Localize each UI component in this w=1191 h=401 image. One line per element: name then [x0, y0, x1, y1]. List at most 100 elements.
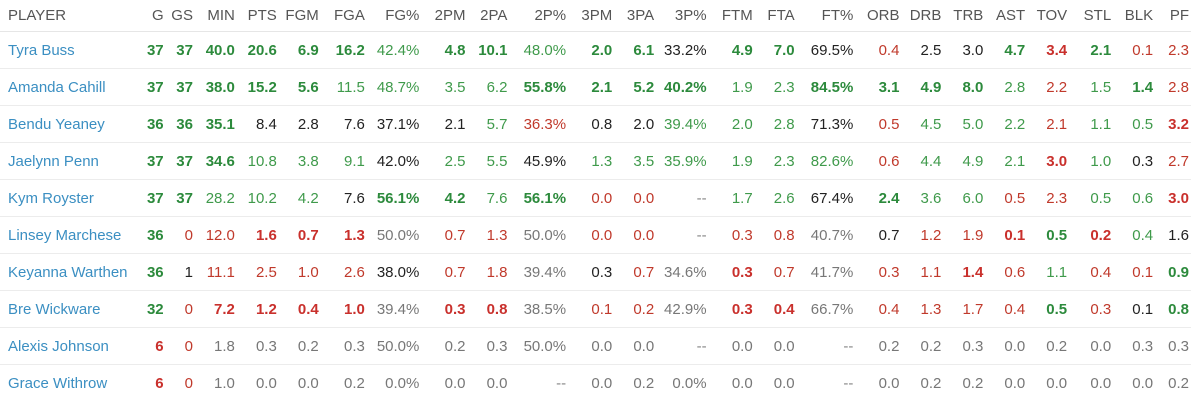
col-header-3p-pct[interactable]: 3P% [656, 0, 709, 32]
stat-cell-trb: 5.0 [943, 105, 986, 143]
col-header-fg-pct[interactable]: FG% [366, 0, 422, 32]
stat-cell-drb: 1.3 [901, 290, 944, 328]
stat-cell-tov: 2.3 [1027, 179, 1070, 217]
col-header-gs[interactable]: GS [165, 0, 195, 32]
col-header-stl[interactable]: STL [1069, 0, 1114, 32]
stat-cell-tov: 2.1 [1027, 105, 1070, 143]
stat-cell-blk: 0.1 [1113, 290, 1156, 328]
col-header-drb[interactable]: DRB [901, 0, 944, 32]
stat-cell-3pm: 1.3 [568, 142, 615, 180]
col-header-orb[interactable]: ORB [855, 0, 902, 32]
stat-cell-pf: 0.8 [1155, 290, 1191, 328]
stat-cell-min: 7.2 [194, 290, 237, 328]
stat-cell-3pm: 0.3 [568, 253, 615, 291]
stat-cell-blk: 0.6 [1113, 179, 1156, 217]
stat-cell-fga: 7.6 [320, 179, 367, 217]
stat-cell-fta: 2.3 [754, 142, 797, 180]
stat-cell-2pm: 4.2 [421, 179, 468, 217]
player-name-link[interactable]: Keyanna Warthen [8, 263, 128, 281]
col-header-fgm[interactable]: FGM [278, 0, 321, 32]
stat-cell-ast: 2.8 [985, 68, 1028, 106]
player-name-link[interactable]: Grace Withrow [8, 374, 108, 392]
stat-cell-gs: 37 [165, 179, 195, 217]
stat-cell-3pa: 0.2 [614, 364, 657, 401]
col-header-3pm[interactable]: 3PM [568, 0, 615, 32]
stat-cell-pf: 1.6 [1155, 216, 1191, 254]
stat-cell-fgm: 5.6 [278, 68, 321, 106]
col-header-trb[interactable]: TRB [943, 0, 986, 32]
col-header-player[interactable]: PLAYER [0, 0, 135, 32]
col-header-blk[interactable]: BLK [1113, 0, 1156, 32]
col-header-tov[interactable]: TOV [1027, 0, 1070, 32]
stat-cell-ft-pct: -- [796, 327, 856, 365]
stat-cell-3p-pct: 39.4% [656, 105, 709, 143]
col-header-g[interactable]: G [134, 0, 166, 32]
stat-cell-2p-pct: 45.9% [509, 142, 569, 180]
col-header-fga[interactable]: FGA [320, 0, 367, 32]
stat-cell-g: 36 [134, 105, 166, 143]
stat-cell-tov: 0.2 [1027, 327, 1070, 365]
stat-cell-2p-pct: 48.0% [509, 31, 569, 69]
stat-cell-drb: 2.5 [901, 31, 944, 69]
col-header-ftm[interactable]: FTM [708, 0, 755, 32]
col-header-2p-pct[interactable]: 2P% [509, 0, 569, 32]
col-header-3pa[interactable]: 3PA [614, 0, 657, 32]
stat-cell-trb: 0.3 [943, 327, 986, 365]
stat-cell-fga: 16.2 [320, 31, 367, 69]
stat-cell-drb: 1.2 [901, 216, 944, 254]
col-header-2pa[interactable]: 2PA [467, 0, 510, 32]
stat-cell-drb: 4.5 [901, 105, 944, 143]
stat-cell-fga: 7.6 [320, 105, 367, 143]
stat-cell-drb: 0.2 [901, 327, 944, 365]
stat-cell-ast: 0.0 [985, 364, 1028, 401]
stat-cell-min: 34.6 [194, 142, 237, 180]
stat-cell-ft-pct: 66.7% [796, 290, 856, 328]
stat-cell-pts: 10.8 [236, 142, 279, 180]
stat-cell-3pm: 0.0 [568, 364, 615, 401]
stat-cell-stl: 1.0 [1069, 142, 1114, 180]
stat-cell-pts: 2.5 [236, 253, 279, 291]
stat-cell-ftm: 0.3 [708, 216, 755, 254]
col-header-ast[interactable]: AST [985, 0, 1028, 32]
player-name-link[interactable]: Tyra Buss [8, 41, 75, 59]
stat-cell-fta: 2.8 [754, 105, 797, 143]
stat-cell-pts: 0.3 [236, 327, 279, 365]
col-header-min[interactable]: MIN [194, 0, 237, 32]
stat-cell-fta: 0.8 [754, 216, 797, 254]
stat-cell-pf: 2.3 [1155, 31, 1191, 69]
stat-cell-fta: 0.0 [754, 364, 797, 401]
stat-cell-ft-pct: 69.5% [796, 31, 856, 69]
stat-cell-min: 1.0 [194, 364, 237, 401]
stat-cell-fga: 0.3 [320, 327, 367, 365]
stat-cell-fg-pct: 39.4% [366, 290, 422, 328]
player-name-link[interactable]: Kym Royster [8, 189, 94, 207]
table-row: Linsey Marchese 36 0 12.0 1.6 0.7 1.3 50.0% 0.7 1… [0, 216, 1191, 254]
table-row: Bendu Yeaney 36 36 35.1 8.4 2.8 7.6 37.1% 2.1 5.7… [0, 105, 1191, 143]
player-name-link[interactable]: Amanda Cahill [8, 78, 106, 96]
player-name-link[interactable]: Bre Wickware [8, 300, 101, 318]
stat-cell-fta: 2.3 [754, 68, 797, 106]
stat-cell-ft-pct: 67.4% [796, 179, 856, 217]
stat-cell-ft-pct: 41.7% [796, 253, 856, 291]
stat-cell-ft-pct: 82.6% [796, 142, 856, 180]
stat-cell-min: 38.0 [194, 68, 237, 106]
table-row: Tyra Buss 37 37 40.0 20.6 6.9 16.2 42.4% 4.8 10.1… [0, 31, 1191, 69]
player-name-link[interactable]: Bendu Yeaney [8, 115, 105, 133]
col-header-ft-pct[interactable]: FT% [796, 0, 856, 32]
stat-cell-2pa: 10.1 [467, 31, 510, 69]
stat-cell-blk: 0.4 [1113, 216, 1156, 254]
player-name-link[interactable]: Jaelynn Penn [8, 152, 99, 170]
stat-cell-gs: 37 [165, 31, 195, 69]
stat-cell-3pa: 0.2 [614, 290, 657, 328]
stat-cell-fta: 0.7 [754, 253, 797, 291]
col-header-2pm[interactable]: 2PM [421, 0, 468, 32]
col-header-pf[interactable]: PF [1155, 0, 1191, 32]
table-row: Keyanna Warthen 36 1 11.1 2.5 1.0 2.6 38.0% 0.7 1… [0, 253, 1191, 291]
player-name-link[interactable]: Linsey Marchese [8, 226, 122, 244]
stat-cell-min: 11.1 [194, 253, 237, 291]
player-name-link[interactable]: Alexis Johnson [8, 337, 109, 355]
stat-cell-g: 32 [134, 290, 166, 328]
col-header-pts[interactable]: PTS [236, 0, 279, 32]
col-header-fta[interactable]: FTA [754, 0, 797, 32]
